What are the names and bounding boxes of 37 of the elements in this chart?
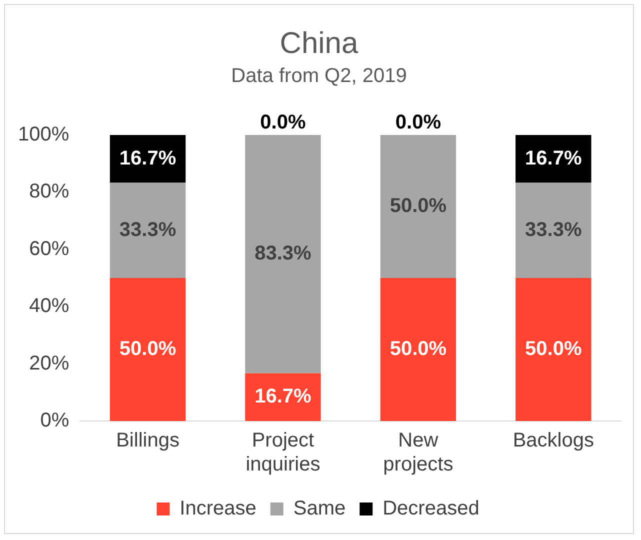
data-label: 33.3%	[525, 218, 582, 241]
bar	[110, 135, 186, 183]
y-tick-label: 100%	[18, 124, 70, 146]
y-tick-label: 60%	[29, 238, 70, 260]
bar	[245, 373, 321, 421]
bar	[380, 135, 456, 278]
chart-title: China	[278, 27, 360, 61]
y-tick-label: 20%	[29, 352, 70, 374]
y-tick-label: 0%	[40, 410, 70, 432]
bar	[516, 278, 592, 421]
bar	[110, 182, 186, 278]
legend-label: Same	[293, 498, 346, 520]
data-label: 83.3%	[254, 242, 312, 265]
data-label: 16.7%	[119, 147, 176, 170]
data-label: 0.0%	[395, 112, 442, 134]
data-label: 0.0%	[260, 112, 306, 134]
bar	[110, 278, 186, 421]
x-tick-label: New projects	[383, 430, 454, 476]
chart-subtitle: Data from Q2, 2019	[230, 65, 408, 88]
y-tick-label: 80%	[29, 180, 70, 203]
x-tick-label: Backlogs	[512, 430, 594, 452]
data-label: 50.0%	[390, 195, 447, 218]
x-tick-label: Billings	[116, 430, 180, 452]
data-label: 50.0%	[119, 338, 176, 360]
bar	[380, 278, 456, 421]
y-tick-label: 40%	[29, 295, 70, 318]
bar	[516, 135, 592, 183]
data-label: 16.7%	[254, 386, 312, 408]
data-label: 50.0%	[390, 338, 447, 360]
data-label: 33.3%	[119, 218, 176, 241]
data-label: 16.7%	[525, 147, 582, 170]
legend-label: Decreased	[382, 498, 480, 520]
bar	[245, 135, 321, 374]
legend-label: Increase	[180, 498, 256, 520]
x-tick-label: Project inquiries	[246, 430, 320, 476]
bar	[516, 182, 592, 278]
data-label: 50.0%	[525, 338, 582, 360]
